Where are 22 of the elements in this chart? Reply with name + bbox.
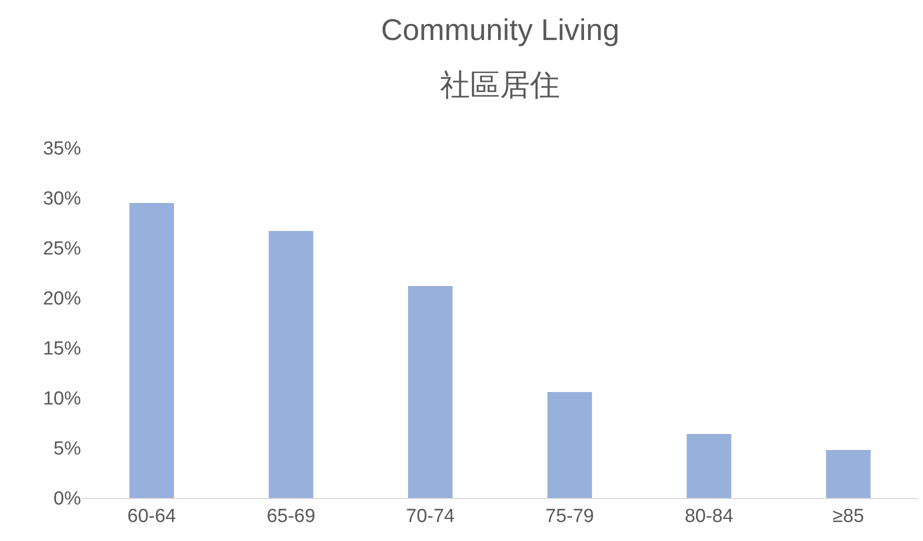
y-tick-label: 25% bbox=[42, 238, 82, 260]
y-tick-label: 5% bbox=[54, 438, 82, 460]
x-tick-label: 80-84 bbox=[684, 506, 734, 527]
y-tick-label: 15% bbox=[42, 338, 82, 360]
y-tick-label: 20% bbox=[42, 288, 82, 310]
chart-subtitle: 社區居住 bbox=[440, 69, 560, 102]
y-tick-label: 0% bbox=[54, 488, 82, 510]
bar bbox=[826, 450, 871, 498]
x-tick-label: 70-74 bbox=[406, 506, 456, 527]
x-tick-label: 75-79 bbox=[545, 506, 594, 527]
chart-title: Community Living bbox=[381, 14, 620, 47]
bar bbox=[129, 203, 174, 498]
y-tick-label: 10% bbox=[42, 388, 82, 410]
y-tick-label: 30% bbox=[42, 188, 82, 210]
bar bbox=[408, 286, 453, 498]
y-tick-label: 35% bbox=[42, 138, 82, 160]
x-tick-label: 65-69 bbox=[266, 506, 316, 527]
bar bbox=[686, 434, 732, 498]
x-tick-label: 60-64 bbox=[127, 506, 176, 527]
x-tick-label: ≥85 bbox=[832, 506, 864, 527]
bar bbox=[547, 392, 592, 498]
bar bbox=[268, 231, 314, 498]
